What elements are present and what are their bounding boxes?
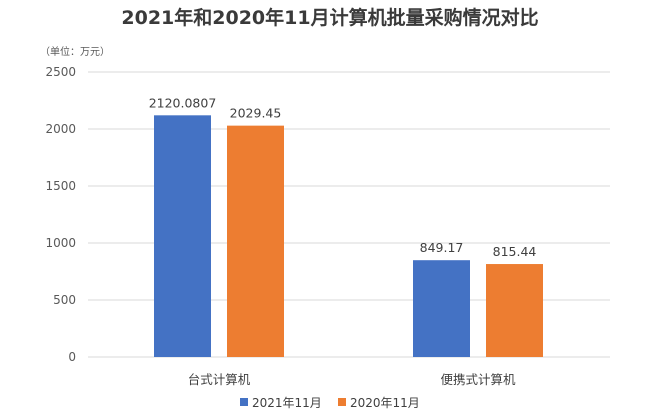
category-labels: 台式计算机 便携式计算机 xyxy=(188,372,516,387)
legend-label: 2021年11月 xyxy=(252,396,322,410)
legend: 2021年11月 2020年11月 xyxy=(240,396,420,410)
y-axis-ticks: 0 500 1000 1500 2000 2500 xyxy=(45,65,76,364)
category-label: 台式计算机 xyxy=(188,372,251,387)
y-tick-label: 2500 xyxy=(45,65,76,79)
legend-label: 2020年11月 xyxy=(350,396,420,410)
category-label: 便携式计算机 xyxy=(440,372,516,387)
bar xyxy=(154,115,211,358)
chart-title: 2021年和2020年11月计算机批量采购情况对比 xyxy=(121,6,538,29)
data-labels: 2120.0807 849.17 2029.45 815.44 xyxy=(149,95,537,259)
legend-swatch xyxy=(240,398,248,406)
y-tick-label: 1000 xyxy=(45,236,76,250)
legend-swatch xyxy=(338,398,346,406)
data-label: 849.17 xyxy=(420,240,464,255)
bar xyxy=(486,264,543,357)
y-tick-label: 0 xyxy=(68,350,76,364)
y-tick-label: 500 xyxy=(53,293,76,307)
y-tick-label: 2000 xyxy=(45,122,76,136)
bars xyxy=(154,115,543,358)
bar xyxy=(413,260,470,357)
data-label: 815.44 xyxy=(493,244,537,259)
y-tick-label: 1500 xyxy=(45,179,76,193)
bar xyxy=(227,125,284,357)
data-label: 2120.0807 xyxy=(149,95,217,110)
unit-label: （单位：万元） xyxy=(40,45,110,58)
data-label: 2029.45 xyxy=(230,106,282,121)
